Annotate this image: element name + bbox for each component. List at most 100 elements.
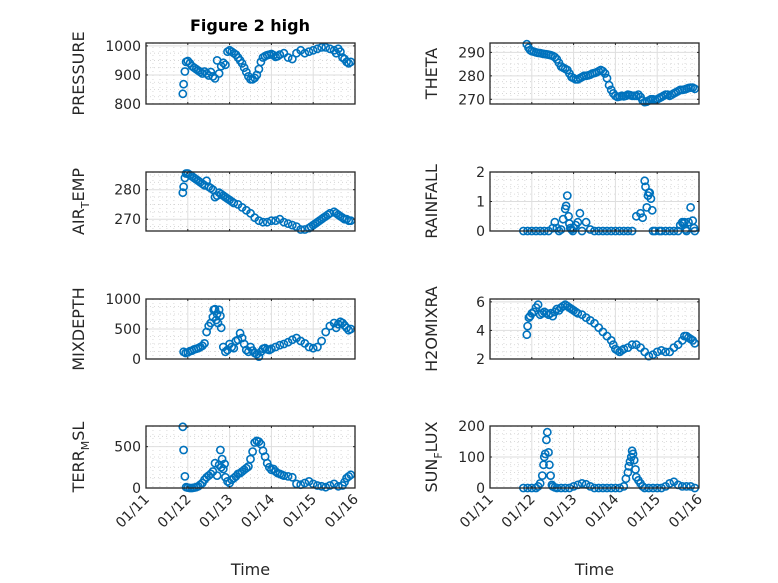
y-label-main: SUN bbox=[422, 459, 441, 493]
data-point bbox=[287, 54, 297, 64]
data-point bbox=[218, 58, 228, 68]
data-point bbox=[220, 459, 229, 469]
data-point bbox=[275, 340, 285, 350]
data-point bbox=[619, 481, 629, 491]
data-point bbox=[217, 454, 227, 464]
data-point bbox=[562, 191, 572, 200]
axes-frame bbox=[145, 171, 356, 232]
data-point bbox=[212, 471, 222, 480]
data-point bbox=[266, 216, 276, 226]
data-point bbox=[279, 217, 289, 227]
y-label-subscript: F bbox=[432, 452, 445, 458]
y-label-main: TERR bbox=[69, 450, 88, 493]
x-tick-label: 01/15 bbox=[624, 492, 664, 532]
data-point bbox=[686, 481, 695, 491]
data-point bbox=[317, 43, 326, 52]
y-tick-label: 1000 bbox=[105, 292, 141, 308]
data-series-air_temp bbox=[178, 169, 356, 234]
data-point bbox=[214, 305, 224, 315]
data-point bbox=[178, 89, 188, 99]
y-tick-label: 280 bbox=[458, 69, 485, 85]
data-point bbox=[215, 445, 225, 455]
x-axis-label: Time bbox=[230, 560, 270, 579]
axes-frame bbox=[489, 298, 700, 360]
data-point bbox=[300, 48, 310, 58]
data-point bbox=[304, 342, 314, 352]
y-label-tail: EMP bbox=[69, 168, 88, 202]
data-point bbox=[279, 471, 289, 480]
subplot-terr_msl: 0 500 TERRMSL 01/11 01/12 01/13 01/14 01/15 01/1… bbox=[69, 422, 362, 579]
y-axis-label-h2omixra: H2OMIXRA bbox=[422, 286, 441, 372]
data-point bbox=[258, 217, 268, 227]
data-point bbox=[628, 449, 638, 459]
data-point bbox=[325, 481, 335, 490]
data-point bbox=[179, 79, 188, 89]
data-point bbox=[179, 445, 188, 455]
data-point bbox=[573, 217, 583, 227]
data-point bbox=[342, 323, 351, 333]
y-tick-label: 0 bbox=[476, 224, 485, 240]
x-tick-label: 01/12 bbox=[155, 492, 195, 532]
data-point bbox=[180, 67, 190, 76]
data-point bbox=[542, 427, 552, 437]
data-point bbox=[178, 188, 188, 198]
data-point bbox=[657, 345, 666, 355]
data-point bbox=[271, 342, 280, 352]
data-point bbox=[535, 478, 545, 488]
data-point bbox=[254, 352, 264, 361]
data-point bbox=[210, 304, 220, 314]
data-point bbox=[533, 300, 543, 310]
x-tick-label: 01/16 bbox=[322, 491, 362, 531]
y-axis-label-air_temp: AIRTEMP bbox=[69, 168, 92, 235]
y-label-main: H2OMIXRA bbox=[422, 286, 441, 372]
data-point bbox=[246, 454, 255, 464]
data-point bbox=[220, 60, 230, 70]
y-tick-label: 0 bbox=[476, 481, 485, 497]
subplot-pressure: 800 900 1000 PRESSURE bbox=[69, 31, 356, 116]
data-point bbox=[677, 481, 687, 491]
data-point bbox=[287, 472, 297, 482]
data-point bbox=[333, 319, 343, 329]
data-point bbox=[300, 478, 310, 488]
y-label-tail: LUX bbox=[422, 421, 441, 452]
data-series-theta bbox=[522, 39, 700, 107]
data-point bbox=[646, 194, 656, 203]
data-point bbox=[269, 50, 278, 60]
data-point bbox=[606, 335, 616, 345]
data-point bbox=[638, 213, 647, 223]
data-point bbox=[308, 45, 318, 55]
y-label-subscript: T bbox=[79, 201, 92, 209]
x-tick-label: 01/14 bbox=[238, 491, 278, 531]
y-axis-label-rainfall: RAINFALL bbox=[422, 164, 441, 239]
data-point bbox=[262, 217, 272, 227]
data-point bbox=[321, 327, 331, 337]
data-point bbox=[344, 471, 354, 481]
data-point bbox=[546, 471, 555, 480]
y-label-main: MIXDEPTH bbox=[69, 287, 88, 370]
y-label-main: THETA bbox=[422, 48, 441, 100]
data-point bbox=[581, 217, 591, 227]
subplot-h2omixra: 2 4 6 H2OMIXRA bbox=[422, 286, 700, 372]
y-tick-label: 280 bbox=[114, 183, 141, 199]
figure-title: Figure 2 high bbox=[190, 16, 310, 35]
data-point bbox=[627, 340, 637, 350]
data-point bbox=[264, 462, 274, 472]
axes-frame bbox=[489, 42, 700, 105]
data-point bbox=[210, 458, 220, 468]
data-point bbox=[200, 338, 209, 348]
data-point bbox=[304, 47, 314, 57]
y-tick-label: 270 bbox=[458, 92, 485, 108]
data-point bbox=[312, 44, 322, 54]
data-point bbox=[235, 328, 245, 338]
data-point bbox=[537, 471, 547, 480]
data-point bbox=[287, 335, 297, 345]
data-point bbox=[206, 67, 216, 77]
data-point bbox=[331, 48, 341, 58]
data-series-terr_msl bbox=[178, 422, 356, 493]
data-point bbox=[229, 198, 239, 208]
y-tick-label: 0 bbox=[132, 352, 141, 368]
axes-frame bbox=[145, 425, 356, 489]
data-point bbox=[287, 220, 297, 230]
